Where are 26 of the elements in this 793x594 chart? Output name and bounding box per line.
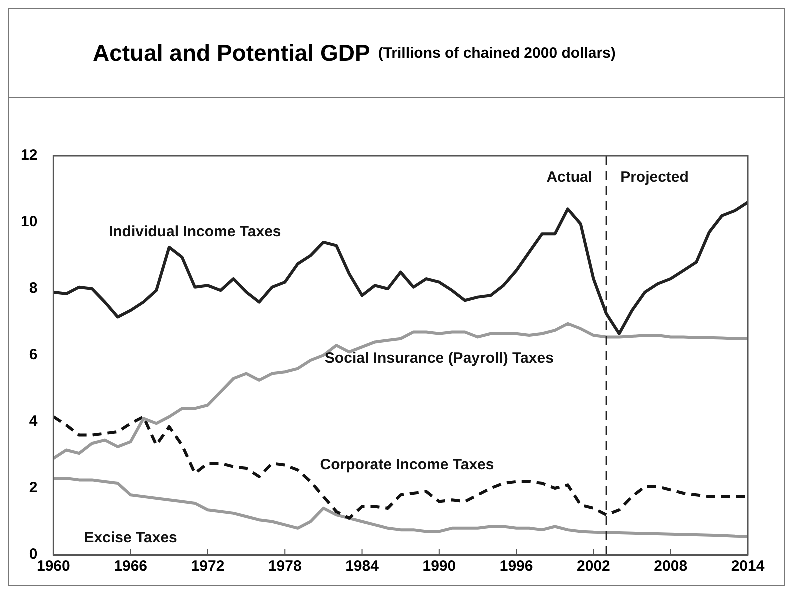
x-tick-label: 2002 <box>577 558 610 576</box>
series-label: Corporate Income Taxes <box>320 456 494 474</box>
y-tick-label: 2 <box>29 480 38 497</box>
y-tick-label: 8 <box>29 280 38 298</box>
series-label: Individual Income Taxes <box>108 224 282 241</box>
y-tick-label: 4 <box>29 413 38 430</box>
x-tick-label: 1990 <box>422 558 456 576</box>
y-tick-label: 10 <box>20 214 38 231</box>
line-series <box>54 416 748 520</box>
x-tick-label: 1978 <box>268 558 302 576</box>
annotation: Actual <box>546 169 593 186</box>
x-tick-label: 1972 <box>191 558 225 576</box>
chart-title: Actual and Potential GDP <box>93 40 370 66</box>
y-tick-label: 0 <box>29 546 38 564</box>
annotation: Projected <box>620 169 689 186</box>
x-tick-label: 1966 <box>114 558 148 576</box>
x-tick-label: 1960 <box>36 558 70 576</box>
chart-subtitle: (Trillions of chained 2000 dollars) <box>378 44 616 62</box>
y-tick-label: 6 <box>29 346 38 364</box>
x-tick-label: 2014 <box>731 558 766 576</box>
x-tick-label: 1984 <box>346 558 380 576</box>
y-tick-label: 12 <box>20 147 38 164</box>
x-tick-label: 2008 <box>654 558 688 576</box>
x-tick-label: 1996 <box>500 558 534 576</box>
series-label: Excise Taxes <box>84 530 178 547</box>
series-label: Social Insurance (Payroll) Taxes <box>324 350 554 367</box>
